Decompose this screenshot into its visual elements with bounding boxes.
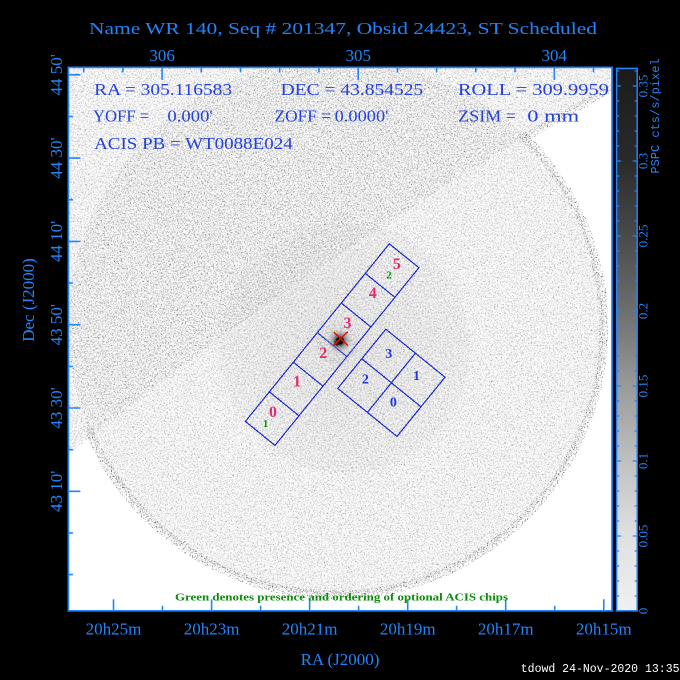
- svg-text:3: 3: [385, 347, 392, 362]
- svg-text:0.15: 0.15: [636, 375, 651, 398]
- svg-text:0.2: 0.2: [636, 303, 651, 319]
- svg-text:ACIS PB = WT0088E024: ACIS PB = WT0088E024: [94, 134, 293, 153]
- svg-text:3: 3: [344, 315, 352, 332]
- svg-text:DEC = 43.854525: DEC = 43.854525: [281, 80, 424, 99]
- svg-text:ROLL = 309.9959: ROLL = 309.9959: [458, 80, 609, 99]
- svg-text:44 50': 44 50': [47, 54, 66, 95]
- svg-text:2: 2: [362, 372, 369, 387]
- svg-text:305: 305: [345, 46, 371, 65]
- svg-text:2: 2: [319, 345, 327, 362]
- svg-text:0.05: 0.05: [636, 525, 651, 548]
- svg-text:PSPC cts/s/pixel: PSPC cts/s/pixel: [649, 58, 663, 173]
- svg-text:44 10': 44 10': [47, 221, 66, 262]
- svg-text:20h19m: 20h19m: [380, 620, 436, 639]
- svg-text:4: 4: [369, 285, 377, 302]
- svg-text:306: 306: [149, 46, 175, 65]
- svg-text:20h17m: 20h17m: [478, 620, 534, 639]
- svg-text:0.1: 0.1: [636, 453, 651, 469]
- svg-text:0: 0: [636, 608, 651, 615]
- svg-text:RA (J2000): RA (J2000): [301, 650, 380, 669]
- svg-text:43 30': 43 30': [47, 387, 66, 428]
- svg-text:1: 1: [293, 374, 301, 391]
- svg-text:1: 1: [263, 418, 269, 430]
- svg-text:20h21m: 20h21m: [282, 620, 338, 639]
- svg-text:0.35: 0.35: [636, 75, 651, 98]
- svg-text:44 30': 44 30': [47, 137, 66, 178]
- svg-text:YOFF =: YOFF =: [93, 107, 149, 126]
- svg-text:20h25m: 20h25m: [86, 620, 142, 639]
- svg-text:0: 0: [269, 404, 277, 421]
- svg-text:0: 0: [390, 395, 397, 410]
- svg-text:0 mm: 0 mm: [527, 107, 579, 126]
- svg-text:0.000': 0.000': [167, 107, 212, 126]
- svg-text:RA = 305.116583: RA = 305.116583: [94, 80, 232, 99]
- svg-text:Dec (J2000): Dec (J2000): [19, 258, 38, 342]
- svg-text:Name WR 140, Seq # 201347, Obs: Name WR 140, Seq # 201347, Obsid 24423, …: [89, 19, 598, 38]
- svg-text:0.25: 0.25: [636, 225, 651, 248]
- svg-text:ZOFF =: ZOFF =: [275, 107, 332, 126]
- svg-text:Green denotes presence and ord: Green denotes presence and ordering of o…: [175, 593, 508, 604]
- svg-text:0.3: 0.3: [636, 153, 651, 169]
- svg-text:5: 5: [393, 256, 401, 273]
- svg-text:1: 1: [413, 369, 420, 384]
- svg-text:tdowd 24-Nov-2020 13:35: tdowd 24-Nov-2020 13:35: [521, 663, 680, 676]
- svg-text:43 10': 43 10': [47, 471, 66, 512]
- svg-text:20h15m: 20h15m: [576, 620, 632, 639]
- svg-text:43 50': 43 50': [47, 304, 66, 345]
- svg-text:20h23m: 20h23m: [184, 620, 240, 639]
- svg-text:ZSIM =: ZSIM =: [458, 107, 516, 126]
- svg-text:304: 304: [542, 46, 568, 65]
- svg-text:2: 2: [386, 269, 392, 281]
- svg-text:0.0000': 0.0000': [335, 107, 389, 126]
